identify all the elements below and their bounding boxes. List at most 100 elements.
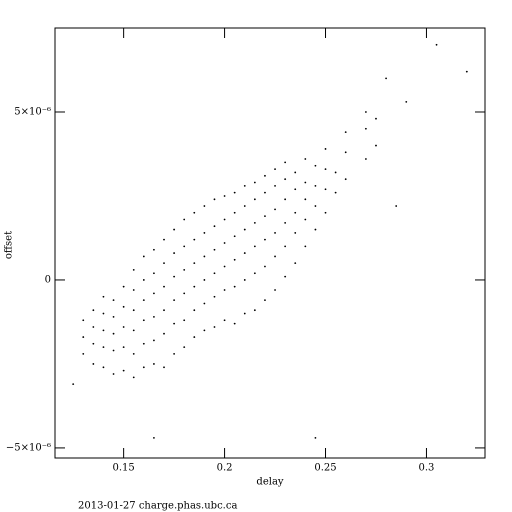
point — [153, 272, 155, 275]
point — [314, 164, 317, 167]
point — [253, 245, 256, 248]
point — [163, 262, 165, 265]
point — [294, 211, 297, 214]
point — [142, 299, 145, 302]
point — [122, 305, 125, 308]
point — [284, 275, 287, 278]
point — [284, 221, 287, 224]
point — [304, 198, 307, 201]
point — [173, 252, 176, 254]
point — [314, 436, 317, 439]
point — [294, 188, 297, 191]
point — [334, 171, 337, 174]
point — [284, 198, 287, 201]
point — [112, 316, 115, 318]
point — [122, 369, 125, 372]
point — [364, 111, 367, 113]
point — [142, 342, 145, 345]
point — [183, 292, 186, 295]
x-tick-label: 0.25 — [314, 463, 336, 474]
y-tick-label: 0 — [45, 274, 51, 285]
x-tick-label: 0.3 — [419, 463, 435, 474]
point — [274, 208, 276, 211]
point — [153, 292, 155, 295]
point — [153, 339, 155, 342]
point — [324, 188, 327, 191]
point — [193, 285, 196, 288]
point — [243, 252, 246, 254]
point — [183, 268, 186, 271]
point — [294, 232, 297, 234]
point — [233, 258, 236, 261]
point — [102, 295, 105, 298]
y-axis-label: offset — [4, 231, 15, 259]
point — [233, 211, 236, 214]
x-tick-label: 0.15 — [113, 463, 135, 474]
point — [264, 238, 266, 241]
x-axis-label: delay — [256, 477, 283, 488]
point — [264, 299, 266, 302]
point — [233, 322, 236, 325]
point — [253, 181, 256, 184]
point — [142, 319, 145, 322]
y-tick-label: −5×10⁻⁶ — [6, 442, 51, 453]
point — [284, 161, 287, 164]
point — [385, 77, 387, 80]
point — [142, 366, 145, 369]
point — [92, 326, 95, 328]
point — [213, 225, 216, 228]
point — [233, 191, 236, 194]
point — [153, 436, 155, 439]
point — [233, 285, 236, 288]
point — [163, 285, 165, 288]
point — [213, 272, 216, 275]
point — [173, 275, 176, 278]
point — [153, 316, 155, 318]
point — [213, 295, 216, 298]
point — [173, 228, 176, 231]
point — [132, 309, 135, 312]
point — [264, 265, 266, 268]
point — [173, 299, 176, 302]
point — [223, 319, 226, 322]
footer: 2013-01-27 charge.phas.ubc.ca — [78, 501, 237, 512]
point — [132, 268, 135, 271]
point — [304, 181, 307, 184]
point — [193, 336, 196, 338]
point — [183, 245, 186, 248]
point — [203, 255, 206, 258]
point — [435, 43, 438, 46]
point — [243, 279, 246, 281]
point — [233, 235, 236, 238]
point — [102, 366, 105, 369]
point — [142, 255, 145, 258]
point — [344, 178, 347, 181]
point — [193, 309, 196, 312]
point — [274, 255, 276, 258]
point — [112, 299, 115, 302]
point — [334, 191, 337, 194]
point — [203, 205, 206, 207]
point — [163, 238, 165, 241]
point — [213, 248, 216, 251]
point — [294, 171, 297, 174]
point — [253, 272, 256, 275]
point — [264, 215, 266, 218]
point — [223, 242, 226, 244]
point — [153, 363, 155, 365]
plot-frame — [54, 27, 486, 459]
point — [264, 191, 266, 194]
point — [314, 205, 317, 207]
point — [243, 228, 246, 231]
point — [92, 342, 95, 345]
point — [274, 184, 276, 187]
point — [395, 205, 398, 207]
point — [253, 309, 256, 312]
point — [344, 131, 347, 134]
point — [82, 336, 85, 338]
point — [163, 309, 165, 312]
point — [253, 221, 256, 224]
point — [173, 352, 176, 355]
point — [112, 349, 115, 352]
